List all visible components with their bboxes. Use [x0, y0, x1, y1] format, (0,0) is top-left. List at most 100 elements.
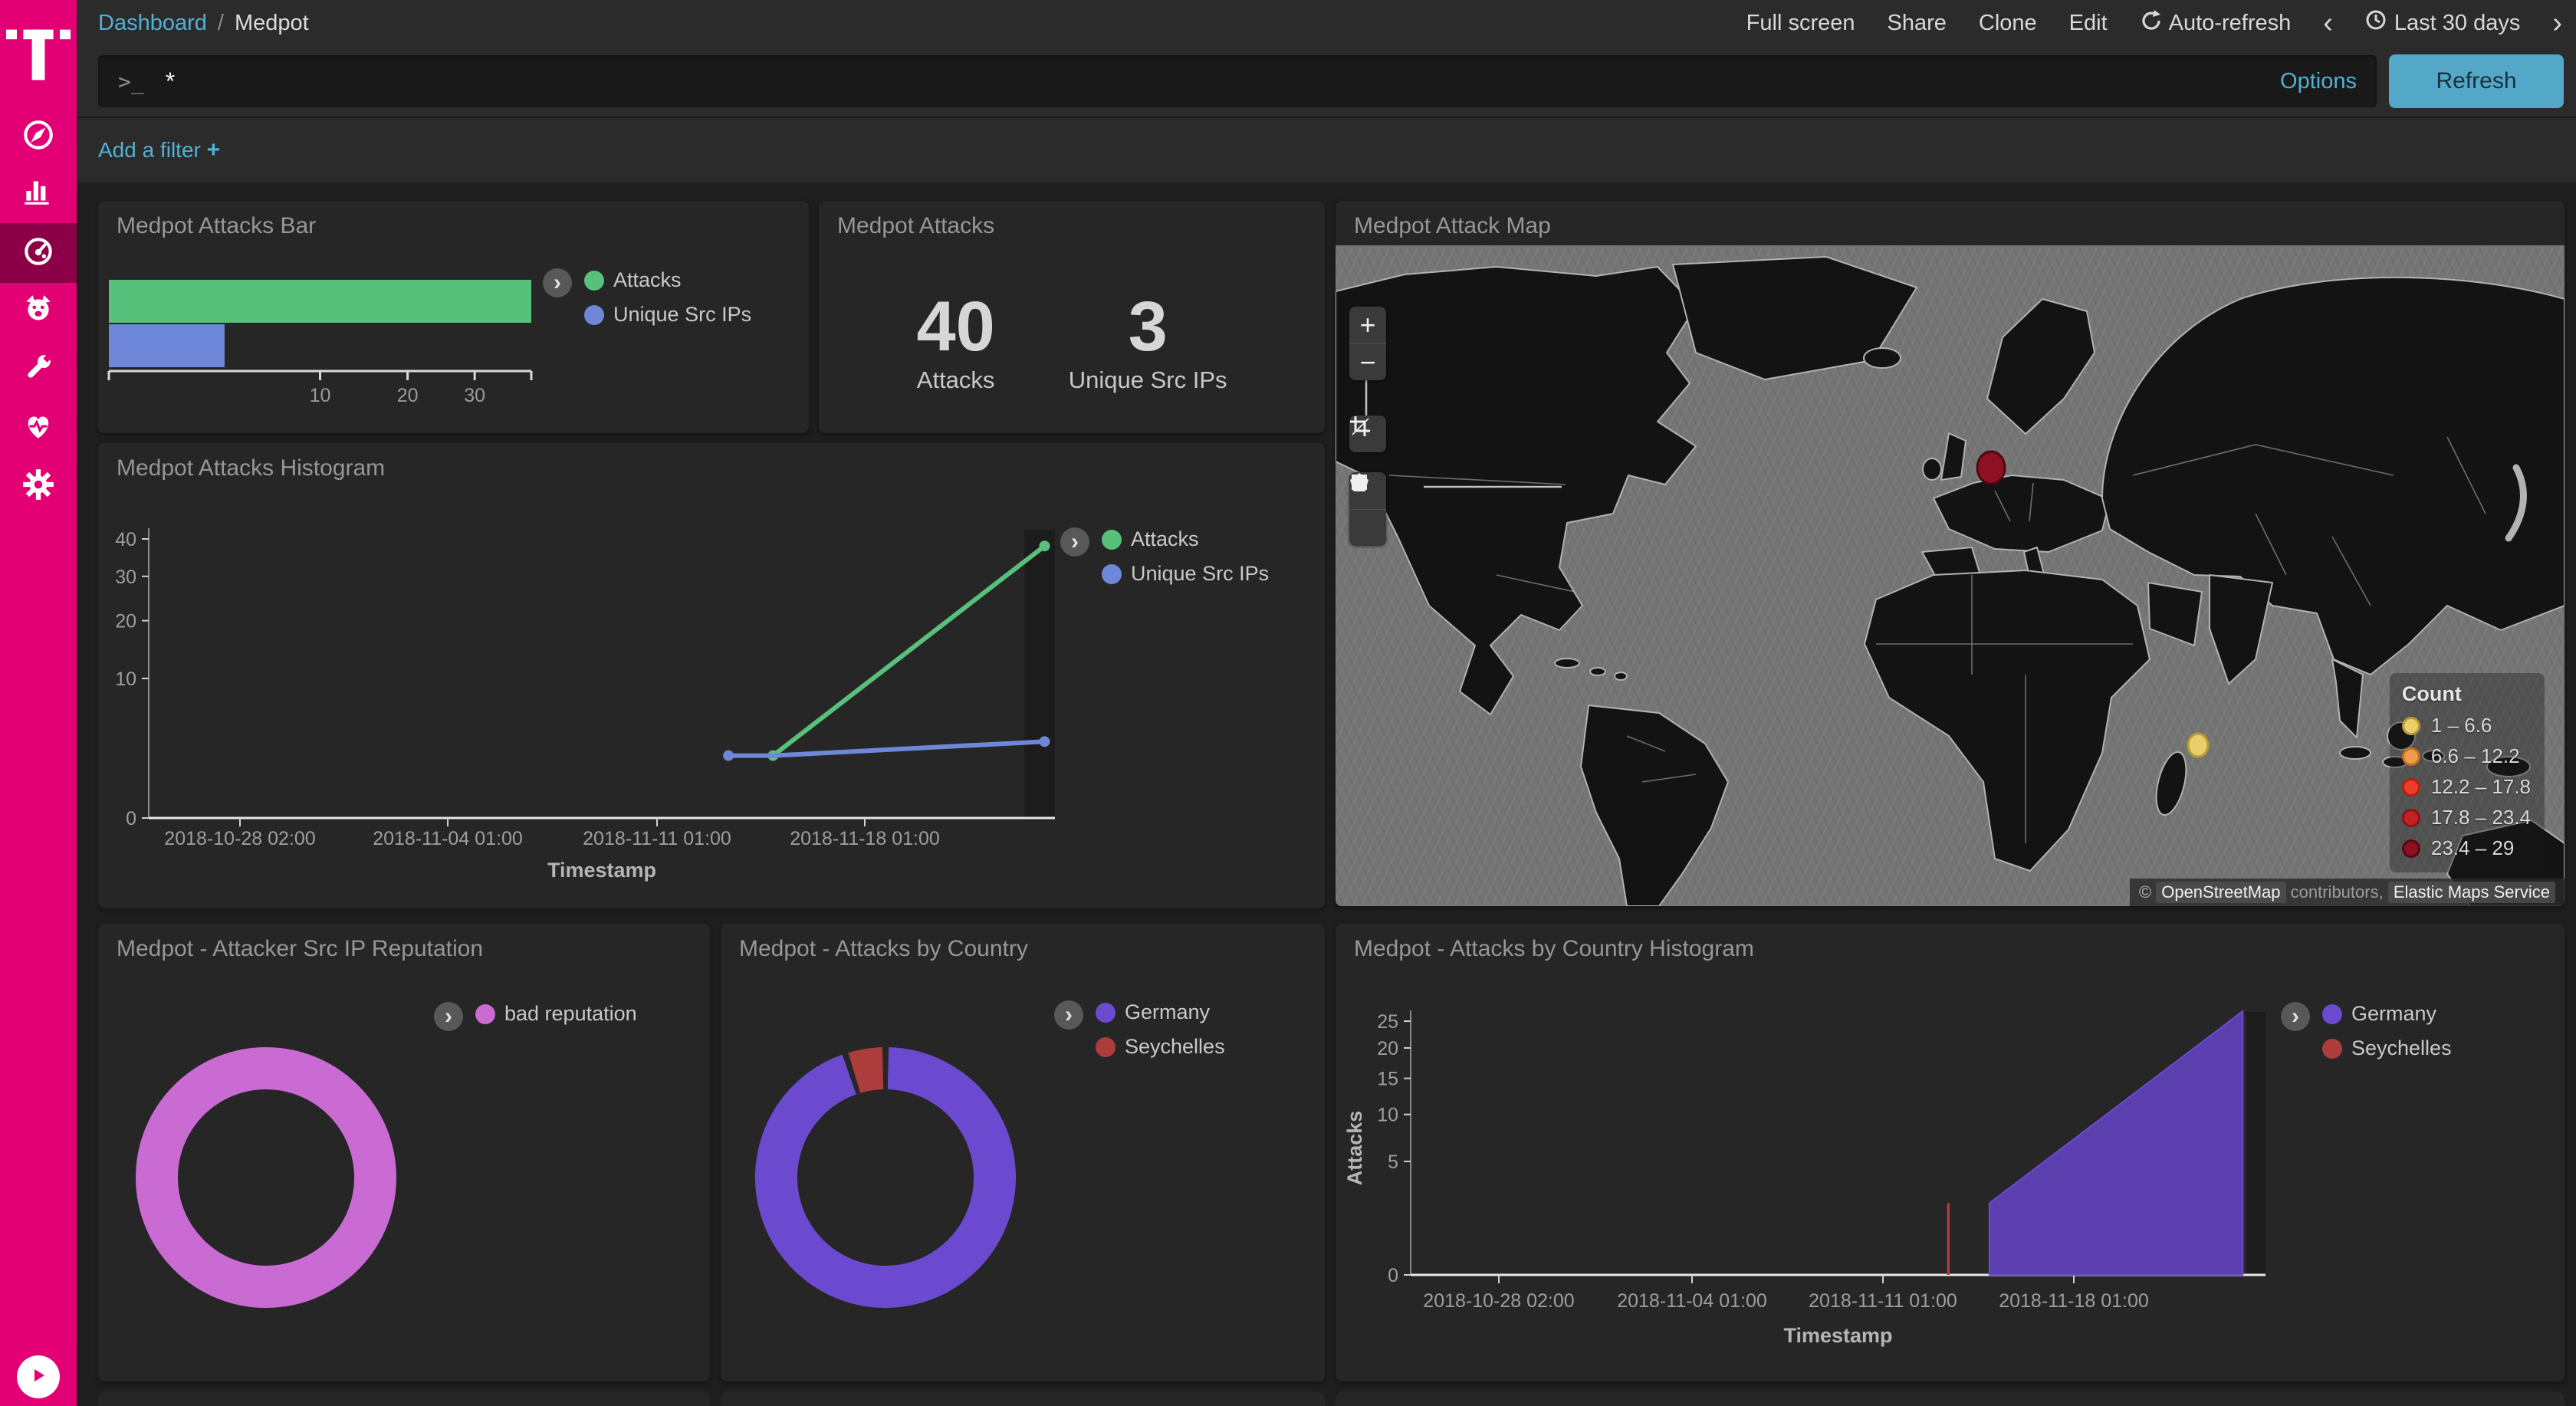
sidebar-item-tools[interactable]: [0, 339, 77, 399]
fit-bounds-icon[interactable]: [1349, 416, 1386, 452]
legend-item[interactable]: Unique Src IPs: [1102, 562, 1269, 586]
zoom-out-button[interactable]: −: [1349, 343, 1386, 380]
full-screen-button[interactable]: Full screen: [1746, 10, 1855, 35]
sidebar-item-monitoring[interactable]: [0, 397, 77, 457]
panel-title[interactable]: Medpot Attacks Histogram: [117, 455, 386, 481]
legend-toggle-icon[interactable]: ›: [543, 268, 572, 297]
legend-item[interactable]: Seychelles: [2322, 1036, 2452, 1060]
compass-icon: [21, 117, 56, 156]
telekom-logo[interactable]: [6, 17, 71, 87]
legend-label[interactable]: Unique Src IPs: [613, 303, 752, 326]
filter-bar: Add a filter +: [77, 117, 2576, 182]
world-map[interactable]: + − Count 1: [1336, 245, 2564, 906]
legend-item[interactable]: Attacks: [584, 268, 751, 292]
top-nav: Dashboard / Medpot Full screen Share Clo…: [77, 0, 2576, 46]
query-value[interactable]: *: [165, 67, 176, 95]
svg-text:30: 30: [464, 385, 485, 406]
map-legend-dot: [2401, 716, 2420, 735]
panel-partial: [721, 1391, 1325, 1406]
auto-refresh-button[interactable]: Auto-refresh: [2140, 9, 2291, 37]
elastic-maps-link[interactable]: Elastic Maps Service: [2387, 882, 2555, 903]
sidebar-item-discover[interactable]: [0, 107, 77, 166]
gauge-icon: [21, 234, 56, 273]
dashboard-actions: Full screen Share Clone Edit Auto-refres…: [1746, 7, 2562, 39]
svg-text:2018-11-11 01:00: 2018-11-11 01:00: [1809, 1290, 1957, 1312]
panel-attacks-metric: Medpot Attacks 40 Attacks 3 Unique Src I…: [819, 201, 1325, 433]
legend-label[interactable]: Seychelles: [1125, 1035, 1225, 1058]
legend-label[interactable]: Attacks: [1131, 527, 1199, 550]
legend-toggle-icon[interactable]: ›: [1060, 527, 1089, 557]
legend-toggle-icon[interactable]: ›: [434, 1002, 463, 1031]
time-forward-button[interactable]: ›: [2552, 7, 2562, 39]
country-area-chart[interactable]: 0 5 10 15 20 25 2018-10-28 02:00 2018-11-04 01:…: [1336, 924, 2564, 1381]
legend-color-dot: [2322, 1004, 2342, 1024]
legend-color-dot: [584, 304, 604, 325]
time-back-button[interactable]: ‹: [2323, 7, 2333, 39]
map-point-germany[interactable]: [1976, 450, 2006, 485]
clock-icon: [2365, 9, 2387, 37]
svg-text:0: 0: [126, 808, 136, 829]
panel-title[interactable]: Medpot - Attacker Src IP Reputation: [117, 936, 484, 961]
legend-item[interactable]: bad reputation: [475, 1002, 637, 1026]
legend-label[interactable]: Unique Src IPs: [1131, 562, 1270, 585]
draw-rectangle-button[interactable]: [1349, 475, 1386, 546]
legend-color-dot: [584, 270, 604, 291]
time-range-button[interactable]: Last 30 days: [2365, 9, 2520, 37]
svg-text:10: 10: [310, 385, 331, 406]
panel-title[interactable]: Medpot Attack Map: [1354, 213, 1551, 238]
sidebar-item-visualize[interactable]: [0, 163, 77, 222]
legend-color-dot: [1102, 529, 1122, 550]
map-legend: Count 1 – 6.6 6.6 – 12.2 12.2 – 17.8 17.8 –…: [2389, 673, 2545, 872]
legend: › Attacks Unique Src IPs: [1060, 527, 1269, 586]
map-zoom-controls: + −: [1349, 307, 1386, 380]
legend-label[interactable]: Germany: [2351, 1002, 2437, 1025]
map-legend-range: 6.6 – 12.2: [2430, 744, 2520, 767]
edit-button[interactable]: Edit: [2068, 10, 2108, 35]
openstreetmap-link[interactable]: OpenStreetMap: [2156, 882, 2286, 903]
attacks-line-chart[interactable]: 0 10 20 30 40 2018-10-28 02:00 2018-11-04 01:0…: [98, 443, 1325, 908]
panel-title[interactable]: Medpot Attacks Bar: [117, 213, 317, 238]
sidebar-collapse-button[interactable]: [17, 1355, 60, 1398]
query-options-link[interactable]: Options: [2280, 68, 2357, 94]
play-icon: [29, 1366, 48, 1388]
legend-color-dot: [1096, 1036, 1116, 1057]
panel-title[interactable]: Medpot Attacks: [837, 213, 995, 238]
reputation-donut-chart[interactable]: [128, 1040, 404, 1316]
svg-text:20: 20: [1377, 1038, 1398, 1059]
sidebar-item-dashboard[interactable]: [0, 223, 77, 283]
svg-text:2018-11-11 01:00: 2018-11-11 01:00: [583, 828, 731, 849]
gear-icon: [21, 467, 56, 506]
legend-toggle-icon[interactable]: ›: [1054, 1000, 1083, 1030]
sidebar-item-management[interactable]: [0, 456, 77, 516]
panel-attacks-bar: Medpot Attacks Bar 10 20 30 › Attacks Uniqu…: [98, 201, 809, 433]
panel-partial: [1336, 1391, 2564, 1406]
legend-label[interactable]: Germany: [1125, 1000, 1211, 1023]
legend-item[interactable]: Seychelles: [1096, 1035, 1225, 1059]
map-legend-dot: [2401, 839, 2420, 858]
query-input[interactable]: >_ * Options: [98, 55, 2377, 107]
legend-item[interactable]: Germany: [2322, 1002, 2452, 1026]
share-button[interactable]: Share: [1887, 10, 1947, 35]
legend-label[interactable]: bad reputation: [504, 1002, 637, 1025]
add-filter-link[interactable]: Add a filter +: [98, 137, 221, 163]
panel-country-histogram: Medpot - Attacks by Country Histogram 0 5…: [1336, 924, 2564, 1381]
legend-item[interactable]: Unique Src IPs: [584, 303, 751, 327]
legend-label[interactable]: Seychelles: [2351, 1036, 2452, 1059]
panel-title[interactable]: Medpot - Attacks by Country Histogram: [1354, 936, 1754, 961]
refresh-button[interactable]: Refresh: [2389, 54, 2564, 108]
legend-item[interactable]: Attacks: [1102, 527, 1269, 551]
breadcrumb-dashboard-link[interactable]: Dashboard: [98, 10, 207, 35]
legend-item[interactable]: Germany: [1096, 1000, 1225, 1024]
legend-label[interactable]: Attacks: [613, 268, 682, 291]
panel-title[interactable]: Medpot - Attacks by Country: [739, 936, 1028, 961]
attacks-bar-chart[interactable]: 10 20 30: [98, 201, 809, 433]
zoom-in-button[interactable]: +: [1359, 309, 1376, 340]
map-point-indian-ocean-near-seychelles[interactable]: [2187, 732, 2210, 758]
clone-button[interactable]: Clone: [1978, 10, 2037, 35]
panel-attacks-histogram: Medpot Attacks Histogram 0 10 20 30 40 2018-1…: [98, 443, 1325, 908]
country-donut-chart[interactable]: [748, 1040, 1024, 1316]
sidebar-item-devtools[interactable]: [0, 281, 77, 341]
svg-text:2018-11-18 01:00: 2018-11-18 01:00: [790, 828, 940, 849]
dashboard-grid: Medpot Attacks Bar 10 20 30 › Attacks Uniqu…: [77, 182, 2576, 1406]
legend-toggle-icon[interactable]: ›: [2281, 1002, 2310, 1031]
